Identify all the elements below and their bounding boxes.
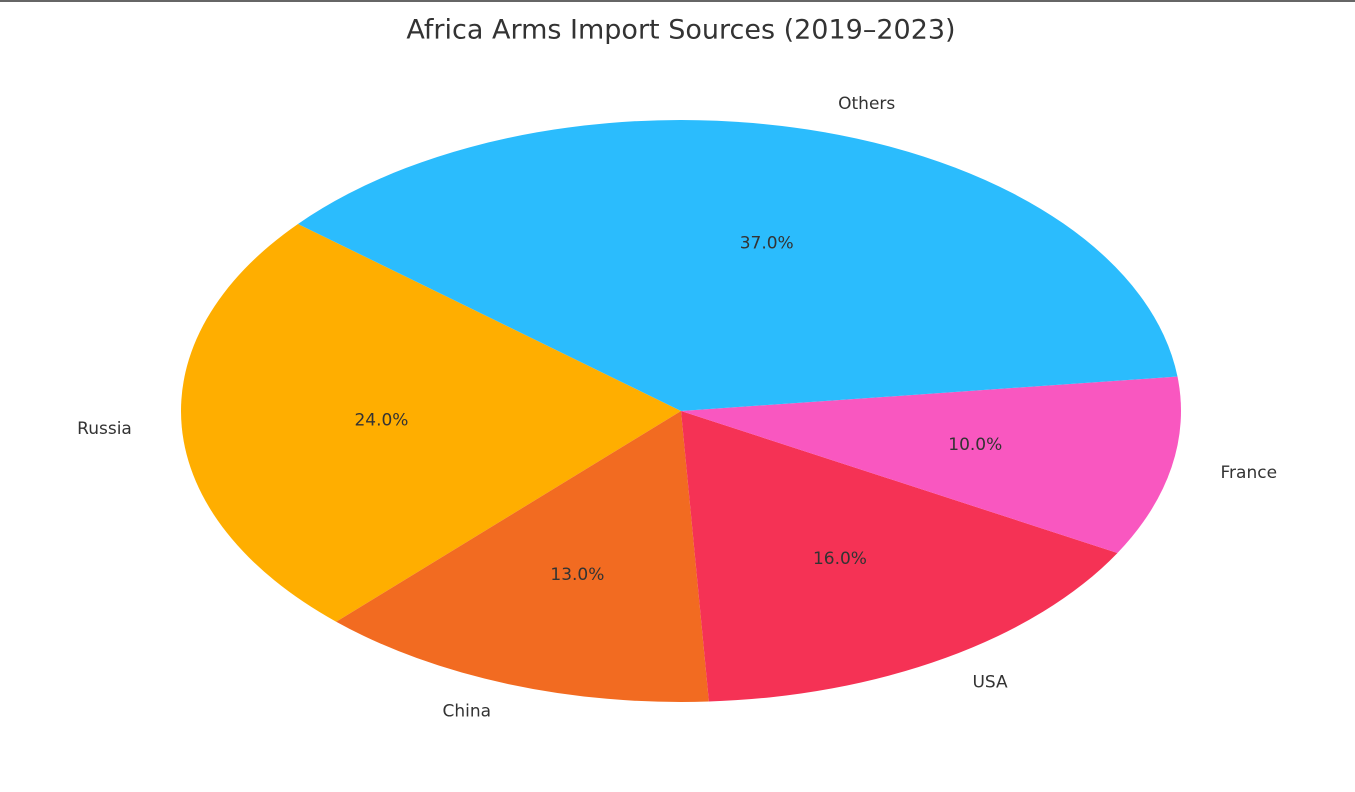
value-label: 16.0% (813, 549, 867, 569)
value-label: 10.0% (948, 435, 1002, 455)
value-label: 37.0% (740, 234, 794, 254)
pie-slice (681, 376, 1181, 553)
slice-label: France (1221, 463, 1278, 483)
slice-label: Russia (77, 419, 132, 439)
slice-label: China (443, 701, 492, 721)
slice-label: Others (838, 94, 895, 114)
chart-title: Africa Arms Import Sources (2019–2023) (406, 15, 955, 46)
value-label: 13.0% (550, 565, 604, 585)
pie-slice (180, 223, 681, 622)
pie-slice (336, 411, 709, 702)
pie-slice (297, 119, 1178, 412)
pie-slice (681, 411, 1118, 702)
slice-label: USA (972, 672, 1008, 692)
value-label: 24.0% (354, 411, 408, 431)
